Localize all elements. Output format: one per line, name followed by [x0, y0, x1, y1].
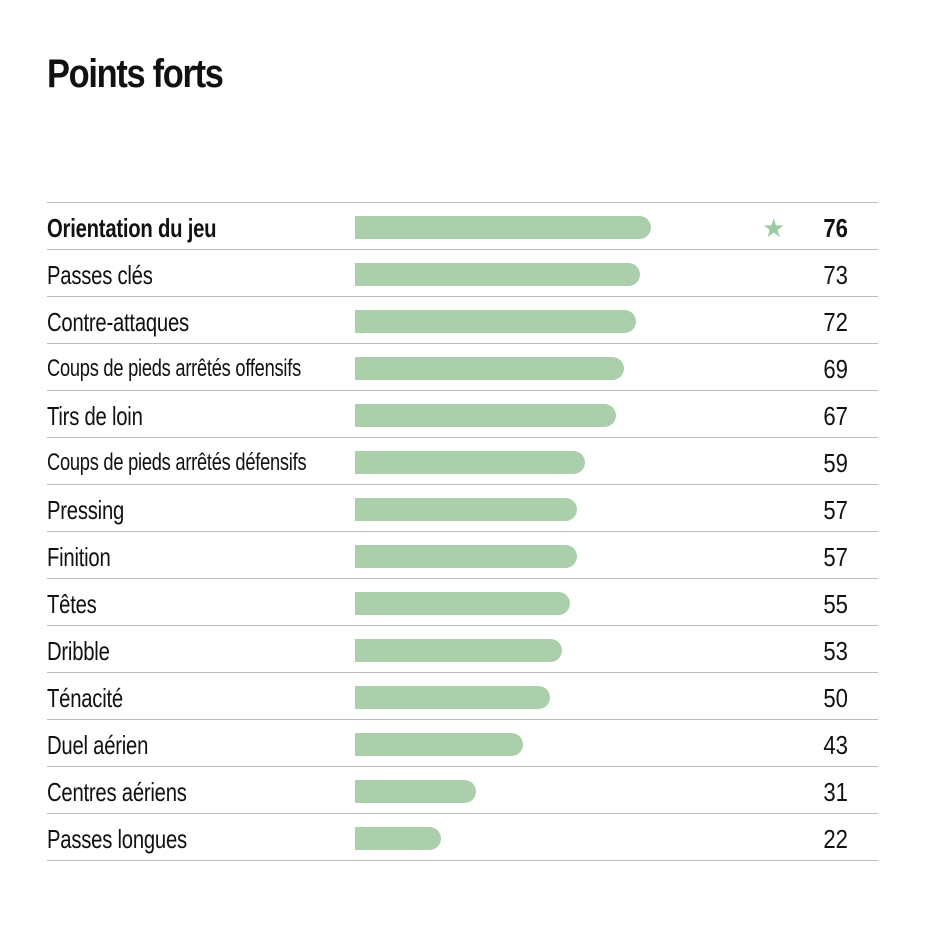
category-label: Contre-attaques	[47, 307, 189, 337]
value-label: 55	[823, 589, 848, 619]
value-label: 50	[823, 683, 848, 713]
category-label: Têtes	[47, 589, 97, 619]
chart-title: Points forts	[47, 52, 224, 96]
bar	[355, 310, 636, 333]
chart-row: Duel aérien 43	[47, 720, 878, 767]
chart-row: Passes clés 73	[47, 250, 878, 297]
value-label: 69	[823, 354, 848, 384]
value-label: 43	[823, 730, 848, 760]
bar	[355, 498, 577, 521]
value-label: 57	[823, 495, 848, 525]
category-label: Tirs de loin	[47, 401, 143, 431]
category-label: Duel aérien	[47, 730, 149, 760]
bar	[355, 780, 476, 803]
value-label: 73	[823, 260, 848, 290]
category-label: Centres aériens	[47, 777, 187, 807]
value-label: 59	[823, 448, 848, 478]
chart-row: Têtes 55	[47, 579, 878, 626]
chart-row: Passes longues 22	[47, 814, 878, 861]
value-label: 67	[823, 401, 848, 431]
value-label: 53	[823, 636, 848, 666]
category-label: Pressing	[47, 495, 125, 525]
chart-row: Ténacité 50	[47, 673, 878, 720]
chart-row: Orientation du jeu ★ 76	[47, 203, 878, 250]
value-label: 76	[823, 213, 848, 243]
bar	[355, 686, 550, 709]
bar	[355, 733, 523, 756]
value-label: 57	[823, 542, 848, 572]
category-label: Orientation du jeu	[47, 213, 217, 243]
star-icon: ★	[762, 213, 786, 243]
category-label: Ténacité	[47, 683, 123, 713]
bar	[355, 263, 640, 286]
value-label: 22	[823, 824, 848, 854]
chart-row: Coups de pieds arrêtés offensifs 69	[47, 344, 878, 391]
chart-row: Finition 57	[47, 532, 878, 579]
category-label: Passes longues	[47, 824, 187, 854]
bar	[355, 827, 441, 850]
category-label: Dribble	[47, 636, 110, 666]
category-label: Coups de pieds arrêtés défensifs	[47, 449, 307, 476]
bar	[355, 216, 651, 239]
value-label: 72	[823, 307, 848, 337]
value-label: 31	[823, 777, 848, 807]
bar	[355, 639, 562, 662]
chart-row: Contre-attaques 72	[47, 297, 878, 344]
chart-row: Coups de pieds arrêtés défensifs 59	[47, 438, 878, 485]
bar	[355, 592, 570, 615]
category-label: Passes clés	[47, 260, 153, 290]
chart-row: Dribble 53	[47, 626, 878, 673]
bar	[355, 357, 624, 380]
category-label: Finition	[47, 542, 111, 572]
category-label: Coups de pieds arrêtés offensifs	[47, 355, 301, 382]
bar	[355, 545, 577, 568]
bar	[355, 404, 616, 427]
chart-row: Centres aériens 31	[47, 767, 878, 814]
chart-row: Pressing 57	[47, 485, 878, 532]
bar	[355, 451, 585, 474]
chart-row: Tirs de loin 67	[47, 391, 878, 438]
bar-chart: Orientation du jeu ★ 76 Passes clés 73 Contre…	[47, 202, 878, 861]
